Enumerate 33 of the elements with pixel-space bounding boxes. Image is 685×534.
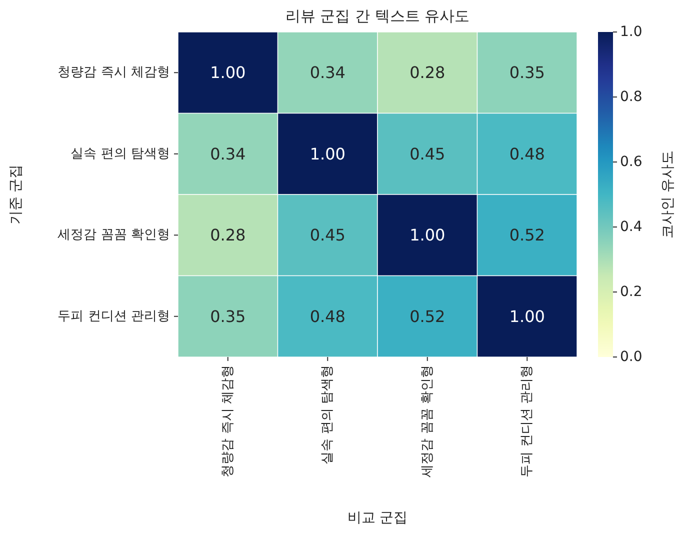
y-axis-title: 기준 군집 bbox=[8, 164, 24, 225]
x-tick-label: 세정감 꼼꼼 확인형 bbox=[420, 365, 435, 478]
data-label: 1.00 bbox=[509, 306, 545, 326]
x-tick-label: 두피 컨디션 관리형 bbox=[520, 365, 535, 478]
data-label: 0.52 bbox=[509, 226, 545, 245]
x-axis-title: 비교 군집 bbox=[347, 510, 408, 526]
color-bar-label: 0.8 bbox=[620, 89, 642, 105]
data-label: 0.28 bbox=[410, 63, 446, 82]
color-bar-label: 0.4 bbox=[620, 219, 642, 235]
y-tick-label: 두피 컨디션 관리형 bbox=[58, 308, 170, 324]
data-label: 0.35 bbox=[210, 306, 246, 326]
y-tick-label: 세정감 꼼꼼 확인형 bbox=[58, 228, 170, 243]
data-label: 0.52 bbox=[410, 306, 446, 326]
color-bar-title: 코사인 유사도 bbox=[660, 150, 676, 239]
data-label: 0.34 bbox=[210, 144, 246, 164]
data-label: 1.00 bbox=[210, 63, 246, 82]
color-bar-label: 0.6 bbox=[620, 154, 642, 170]
data-label: 1.00 bbox=[310, 144, 346, 164]
y-tick-label: 청량감 즉시 체감형 bbox=[58, 65, 170, 80]
y-tick-label: 실속 편의 탐색형 bbox=[70, 146, 170, 162]
data-label: 0.34 bbox=[310, 63, 346, 82]
data-label: 0.48 bbox=[509, 144, 545, 164]
data-label: 0.45 bbox=[310, 226, 346, 245]
data-label: 0.45 bbox=[410, 144, 446, 164]
data-label: 1.00 bbox=[410, 226, 446, 245]
data-label: 0.48 bbox=[310, 306, 346, 326]
color-bar-label: 0.0 bbox=[620, 349, 642, 365]
color-bar-label: 1.0 bbox=[620, 24, 642, 40]
color-bar-label: 0.2 bbox=[620, 284, 642, 300]
chart-title: 리뷰 군집 간 텍스트 유사도 bbox=[285, 7, 470, 25]
x-tick-label: 실속 편의 탐색형 bbox=[320, 365, 336, 464]
data-label: 0.35 bbox=[509, 63, 545, 82]
data-label: 0.28 bbox=[210, 226, 246, 245]
